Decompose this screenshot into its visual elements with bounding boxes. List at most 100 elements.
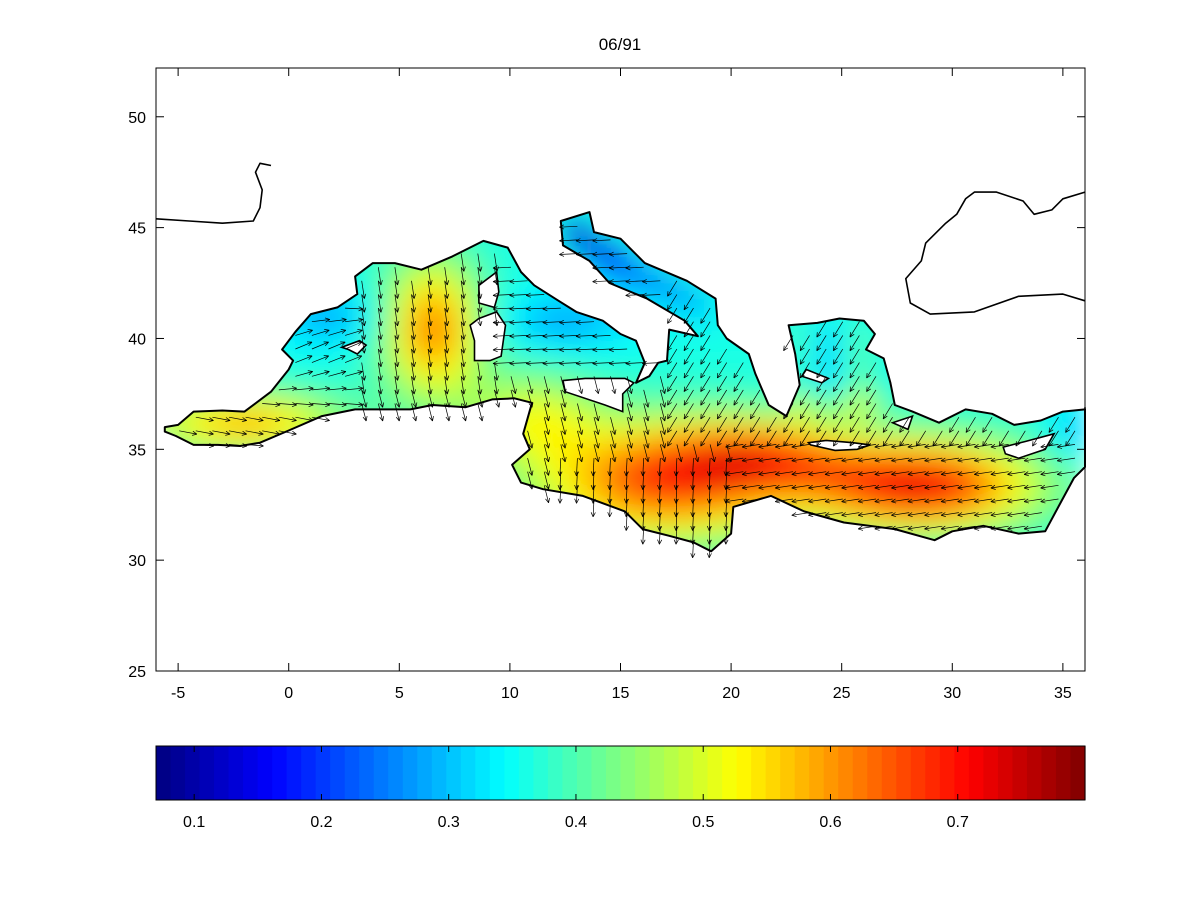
current-arrow: [527, 471, 534, 490]
current-arrow: [394, 308, 400, 327]
current-arrow: [543, 444, 550, 463]
current-arrow: [716, 362, 727, 379]
current-arrow: [509, 333, 528, 339]
current-arrow: [361, 321, 367, 340]
current-arrow: [361, 376, 367, 395]
current-arrow: [592, 251, 611, 257]
current-arrow: [891, 525, 910, 531]
colorbar-cell: [605, 746, 622, 800]
current-arrow: [775, 457, 794, 463]
colorbar-cell: [794, 746, 810, 800]
colorbar-cell: [1041, 746, 1057, 800]
colorbar-cell: [765, 746, 781, 800]
current-arrow: [907, 512, 926, 518]
colorbar-cell: [736, 746, 752, 800]
current-arrow: [311, 341, 329, 350]
current-arrow: [849, 403, 860, 420]
colorbar-tick-label: 0.1: [183, 814, 205, 831]
current-arrow: [940, 471, 959, 477]
current-arrow: [527, 389, 534, 408]
current-arrow: [460, 294, 466, 313]
colorbar-cell: [199, 746, 215, 800]
current-arrow: [592, 238, 611, 244]
current-arrow: [477, 280, 483, 299]
current-arrow: [858, 512, 877, 518]
current-arrow: [990, 457, 1009, 463]
current-arrow: [924, 457, 943, 463]
current-arrow: [750, 417, 761, 433]
current-arrow: [228, 430, 247, 436]
current-arrow: [542, 333, 561, 339]
current-arrow: [526, 319, 545, 325]
current-arrow: [609, 265, 628, 271]
current-arrow: [278, 416, 297, 423]
current-arrow: [560, 403, 567, 422]
current-arrow: [427, 321, 433, 340]
current-arrow: [974, 512, 993, 518]
current-arrow: [577, 403, 584, 422]
current-arrow: [427, 267, 433, 286]
current-arrow: [700, 417, 711, 433]
colorbar-cell: [910, 746, 926, 800]
x-axis-ticks: -5 0 5 10 15 20 25 30 35: [171, 68, 1072, 702]
current-arrow: [932, 430, 943, 447]
current-arrow: [643, 430, 650, 449]
current-arrow: [427, 335, 433, 354]
current-arrow: [1007, 471, 1026, 477]
land-coastline: [155, 162, 272, 224]
current-arrow: [1007, 512, 1026, 518]
current-arrow: [344, 355, 363, 363]
current-arrow: [394, 294, 400, 313]
current-arrow: [345, 317, 364, 323]
current-arrow: [783, 403, 794, 420]
current-arrow: [690, 458, 696, 477]
colorbar-scale: [156, 746, 1086, 800]
current-arrow: [683, 321, 694, 338]
current-arrow: [642, 279, 661, 284]
current-arrow: [667, 430, 678, 447]
current-arrow: [626, 417, 633, 435]
current-arrow: [559, 360, 578, 366]
map-axes: -5 0 5 10 15 20 25 30 35 25 30 35 40 45 50: [128, 67, 1086, 702]
colorbar-cell: [867, 746, 883, 800]
current-arrow: [741, 484, 760, 490]
current-arrow: [527, 458, 534, 476]
current-arrow: [683, 335, 694, 351]
colorbar-tick-label: 0.7: [947, 814, 969, 831]
current-arrow: [328, 370, 347, 377]
current-arrow: [673, 458, 679, 477]
current-arrow: [750, 389, 761, 406]
current-arrow: [626, 389, 633, 408]
current-arrow: [625, 360, 644, 366]
current-arrow: [427, 280, 433, 299]
current-arrow: [411, 376, 416, 395]
colorbar-cell: [925, 746, 941, 800]
current-arrow: [799, 389, 810, 406]
current-arrow: [610, 376, 617, 394]
colorbar-cell: [475, 746, 491, 800]
current-arrow: [808, 512, 827, 518]
current-arrow: [716, 430, 727, 447]
current-arrow: [783, 430, 794, 447]
current-arrow: [262, 416, 281, 423]
current-arrow: [460, 362, 466, 381]
current-arrow: [411, 403, 418, 422]
current-arrow: [849, 389, 860, 406]
current-arrow: [509, 292, 528, 298]
current-arrow: [758, 484, 777, 490]
current-arrow: [833, 321, 844, 338]
current-arrow: [949, 417, 960, 433]
current-arrow: [575, 347, 595, 353]
current-arrow: [667, 280, 678, 297]
current-arrow: [741, 471, 760, 477]
colorbar-cell: [272, 746, 288, 800]
x-tick-label: 20: [722, 685, 740, 702]
current-arrow: [833, 403, 844, 420]
y-tick-label: 30: [128, 553, 146, 570]
current-arrow: [659, 389, 667, 408]
current-arrow: [411, 389, 418, 408]
current-arrow: [791, 457, 810, 463]
current-arrow: [725, 484, 744, 490]
current-arrow: [559, 251, 578, 257]
